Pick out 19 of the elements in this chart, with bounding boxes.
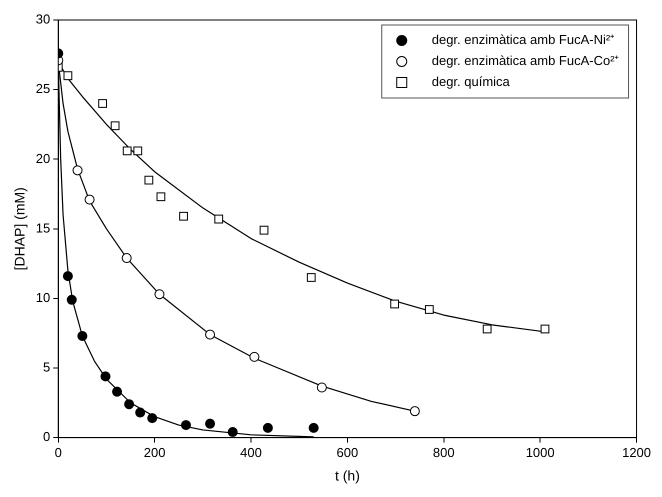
y-tick-label: 15: [36, 220, 50, 236]
legend-label: degr. enzimàtica amb FucA-Co²⁺: [432, 53, 619, 68]
x-tick-label: 0: [54, 444, 62, 460]
y-tick-label: 5: [43, 360, 50, 375]
y-tick-label: 25: [36, 81, 50, 96]
y-axis-title: [DHAP] (mM): [11, 187, 28, 270]
x-tick-label: 1000: [526, 444, 555, 460]
legend-label: degr. enzimàtica amb FucA-Ni²⁺: [432, 32, 614, 48]
x-tick-label: 800: [432, 444, 455, 460]
x-tick-label: 600: [336, 444, 358, 460]
x-axis-title: t (h): [334, 467, 360, 484]
legend-label: degr. química: [432, 74, 511, 90]
y-tick-label: 30: [36, 12, 50, 27]
x-tick-label: 1200: [622, 444, 651, 460]
y-tick-label: 0: [43, 429, 50, 444]
x-tick-label: 400: [240, 444, 262, 460]
x-tick-label: 200: [144, 444, 166, 460]
y-tick-label: 20: [36, 150, 50, 166]
y-tick-label: 10: [36, 290, 50, 305]
